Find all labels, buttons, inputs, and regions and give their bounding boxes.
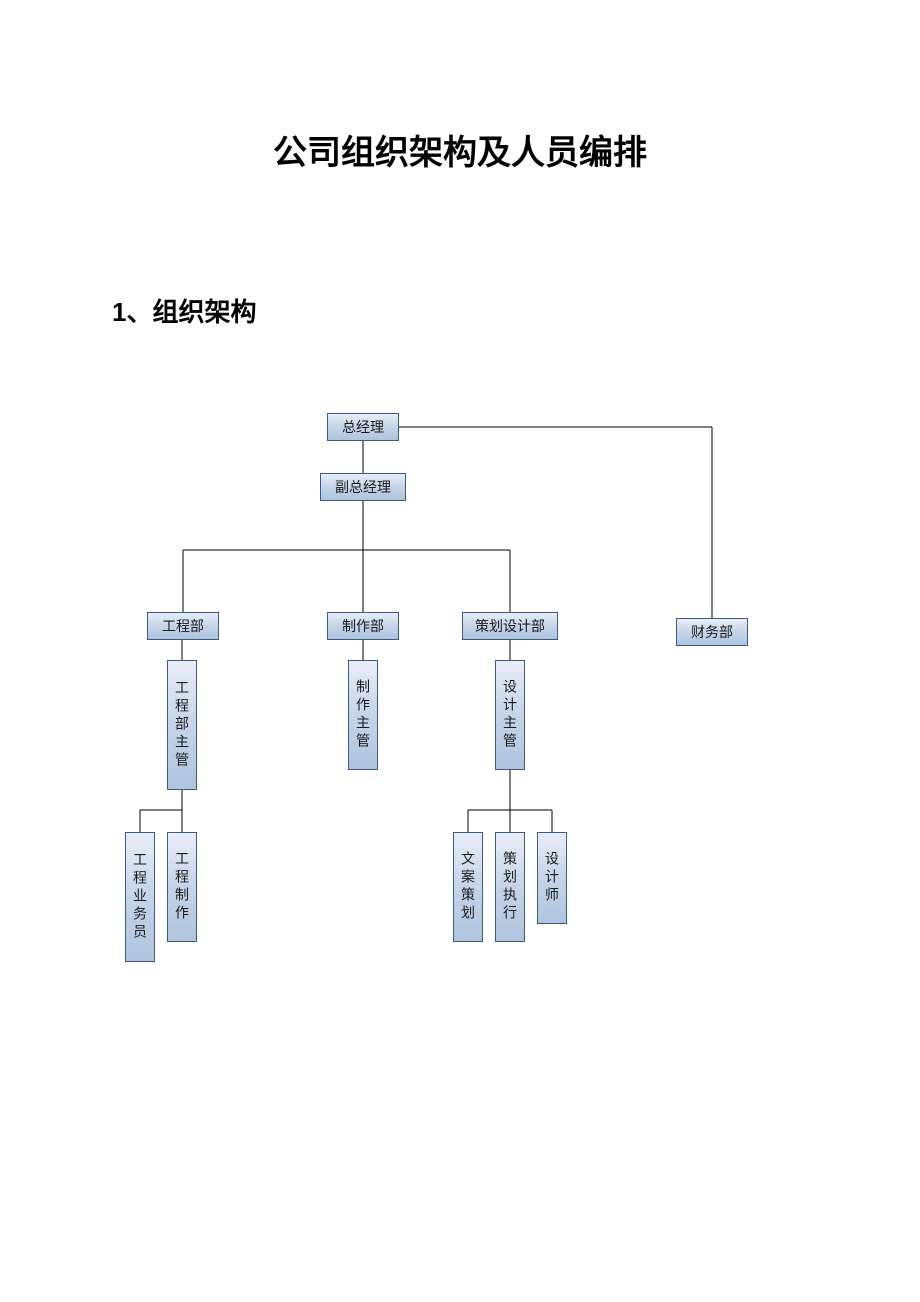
node-copy: 文案策划: [453, 832, 483, 942]
org-chart: 总经理 副总经理 工程部 制作部 策划设计部 财务部 工程部主管 制作主管 设计…: [0, 390, 920, 1090]
node-gm: 总经理: [327, 413, 399, 441]
node-plan-exec: 策划执行: [495, 832, 525, 942]
node-dgm: 副总经理: [320, 473, 406, 501]
node-eng-sales: 工程业务员: [125, 832, 155, 962]
node-eng: 工程部: [147, 612, 219, 640]
node-eng-make: 工程制作: [167, 832, 197, 942]
node-eng-sup: 工程部主管: [167, 660, 197, 790]
node-prod: 制作部: [327, 612, 399, 640]
section-heading: 1、组织架构: [112, 292, 256, 329]
node-prod-sup: 制作主管: [348, 660, 378, 770]
node-plan: 策划设计部: [462, 612, 558, 640]
connector-layer: [0, 390, 920, 1090]
node-designer: 设计师: [537, 832, 567, 924]
node-des-sup: 设计主管: [495, 660, 525, 770]
page-title: 公司组织架构及人员编排: [0, 125, 920, 174]
node-fin: 财务部: [676, 618, 748, 646]
